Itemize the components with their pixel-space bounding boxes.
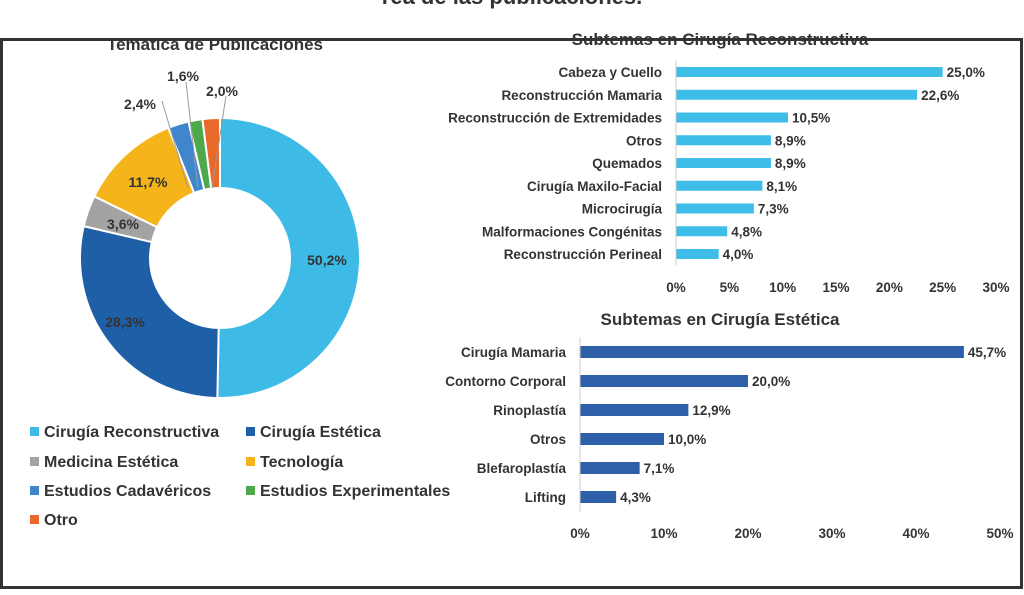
legend-label: Otro xyxy=(44,512,78,529)
bar xyxy=(676,158,771,168)
bar xyxy=(580,491,617,503)
legend-label: Estudios Cadavéricos xyxy=(44,483,211,500)
category-label: Quemados xyxy=(592,156,662,171)
bar-data-label: 4,0% xyxy=(723,247,754,262)
leader-line xyxy=(161,100,189,189)
bar-data-label: 25,0% xyxy=(947,65,985,80)
bar-data-label: 12,9% xyxy=(692,403,730,418)
category-label: Otros xyxy=(626,133,662,148)
legend-label: Tecnología xyxy=(260,454,343,471)
pie-data-label: 28,3% xyxy=(105,314,145,330)
bar2-title: Subtemas en Cirugía Estética xyxy=(600,310,840,329)
bar xyxy=(676,112,788,123)
x-tick-label: 0% xyxy=(570,526,590,541)
legend-label: Medicina Estética xyxy=(44,454,178,471)
bar xyxy=(676,226,728,237)
legend-swatch xyxy=(30,515,39,524)
x-tick-label: 20% xyxy=(876,280,903,295)
x-tick-label: 20% xyxy=(734,526,761,541)
legend-swatch xyxy=(246,457,255,466)
figure-border xyxy=(0,38,1023,589)
x-tick-label: 10% xyxy=(769,280,796,295)
category-label: Microcirugía xyxy=(582,202,663,217)
legend-swatch xyxy=(30,486,39,495)
leader-line xyxy=(185,81,199,189)
category-label: Blefaroplastía xyxy=(477,461,567,476)
bar xyxy=(580,346,964,358)
legend-swatch xyxy=(30,427,39,436)
bar xyxy=(676,249,719,259)
x-tick-label: 40% xyxy=(902,526,929,541)
category-label: Lifting xyxy=(525,490,566,505)
x-tick-label: 30% xyxy=(818,526,845,541)
pie-title: Temática de Publicaciones xyxy=(107,35,323,54)
bar xyxy=(580,433,664,445)
pie-data-label: 11,7% xyxy=(129,174,168,190)
x-tick-label: 30% xyxy=(982,280,1009,295)
legend-label: Cirugía Estética xyxy=(260,424,381,441)
bar-data-label: 8,1% xyxy=(766,179,797,194)
pie-slice xyxy=(201,116,221,190)
bar-data-label: 7,1% xyxy=(644,461,675,476)
pie-data-label: 2,4% xyxy=(124,96,156,112)
legend-label: Cirugía Reconstructiva xyxy=(44,424,219,441)
legend-swatch xyxy=(246,486,255,495)
legend-swatch xyxy=(246,427,255,436)
bar xyxy=(676,89,918,100)
bar xyxy=(580,404,689,416)
x-tick-label: 25% xyxy=(929,280,956,295)
bar-data-label: 10,5% xyxy=(792,111,830,126)
bar-data-label: 45,7% xyxy=(968,345,1006,360)
bar-data-label: 7,3% xyxy=(758,202,789,217)
x-tick-label: 10% xyxy=(650,526,677,541)
pie-data-label: 2,0% xyxy=(206,83,238,99)
x-tick-label: 50% xyxy=(986,526,1013,541)
bar xyxy=(676,180,763,191)
bar-data-label: 22,6% xyxy=(921,88,959,103)
bar xyxy=(580,462,640,474)
legend-label: Estudios Experimentales xyxy=(260,483,450,500)
bar-data-label: 10,0% xyxy=(668,432,706,447)
category-label: Contorno Corporal xyxy=(445,374,566,389)
bar xyxy=(676,203,754,214)
bar-data-label: 8,9% xyxy=(775,156,806,171)
bar1-title: Subtemas en Cirugía Reconstructiva xyxy=(572,30,869,49)
legend-swatch xyxy=(30,457,39,466)
x-tick-label: 5% xyxy=(720,280,740,295)
category-label: Otros xyxy=(530,432,566,447)
pie-data-label: 1,6% xyxy=(167,68,199,84)
category-label: Cabeza y Cuello xyxy=(558,65,662,80)
category-label: Reconstrucción Perineal xyxy=(504,247,662,262)
category-label: Reconstrucción Mamaria xyxy=(501,88,662,103)
x-tick-label: 15% xyxy=(822,280,849,295)
bar-data-label: 4,8% xyxy=(731,224,762,239)
bar xyxy=(676,67,943,77)
bar xyxy=(676,135,771,146)
category-label: Rinoplastía xyxy=(493,403,566,418)
x-tick-label: 0% xyxy=(666,280,686,295)
bar-data-label: 4,3% xyxy=(620,490,651,505)
bar-data-label: 8,9% xyxy=(775,133,806,148)
pie-slice xyxy=(216,116,361,399)
leader-line xyxy=(211,95,227,189)
bar xyxy=(580,375,748,387)
category-label: Cirugía Maxilo-Facial xyxy=(527,179,662,194)
category-label: Cirugía Mamaria xyxy=(461,345,567,360)
pie-slice xyxy=(79,224,220,399)
category-label: Reconstrucción de Extremidades xyxy=(448,111,662,126)
header-fragment: rea de las publicaciones. xyxy=(382,0,642,9)
pie-data-label: 3,6% xyxy=(107,216,139,232)
bar-data-label: 20,0% xyxy=(752,374,790,389)
pie-data-label: 50,2% xyxy=(307,252,347,268)
category-label: Malformaciones Congénitas xyxy=(482,224,662,239)
